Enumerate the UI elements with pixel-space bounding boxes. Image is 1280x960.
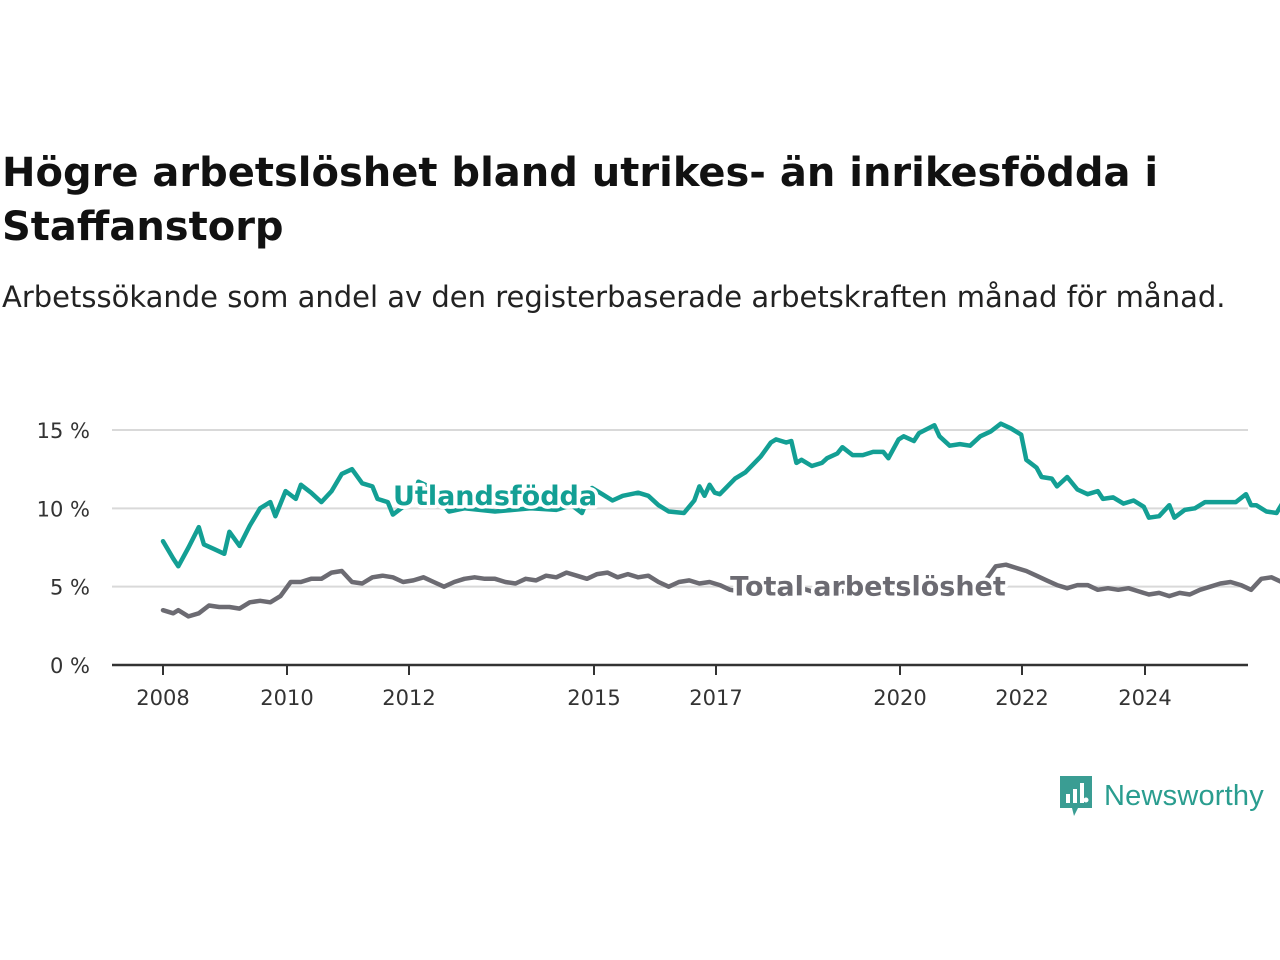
- brand-name: Newsworthy: [1104, 779, 1264, 812]
- x-tick-label: 2020: [873, 686, 926, 710]
- y-tick-label: 5 %: [50, 576, 90, 600]
- series-lines: [160, 421, 1280, 619]
- y-tick-label: 15 %: [37, 419, 90, 443]
- series-label-0: Utlandsfödda: [393, 481, 597, 512]
- x-tick-label: 2008: [136, 686, 189, 710]
- newsworthy-logo-icon: [1060, 776, 1092, 816]
- x-tick-label: 2015: [567, 686, 620, 710]
- brand-logo: Newsworthy: [1058, 774, 1264, 818]
- x-tick-label: 2010: [260, 686, 313, 710]
- x-tick-label: 2022: [995, 686, 1048, 710]
- series-label-1: Total arbetslöshet: [730, 572, 1006, 603]
- chart-title: Högre arbetslöshet bland utrikes- än inr…: [2, 150, 1159, 250]
- grid-lines: [112, 429, 1248, 588]
- y-tick-label: 10 %: [37, 497, 90, 521]
- chart-subtitle: Arbetssökande som andel av den registerb…: [2, 280, 1226, 314]
- series-line-0: [160, 421, 1280, 569]
- line-chart: 0 % 5 % 10 % 15 % 2008 2010 2012 2015 2017 2020 20…: [37, 419, 1280, 710]
- y-tick-label: 0 %: [50, 654, 90, 678]
- series-line-1: [160, 562, 1280, 619]
- x-tick-label: 2024: [1118, 686, 1171, 710]
- x-tick-label: 2012: [382, 686, 435, 710]
- x-tick-label: 2017: [689, 686, 742, 710]
- axes: 0 % 5 % 10 % 15 % 2008 2010 2012 2015 2017 2020 20…: [37, 419, 1248, 710]
